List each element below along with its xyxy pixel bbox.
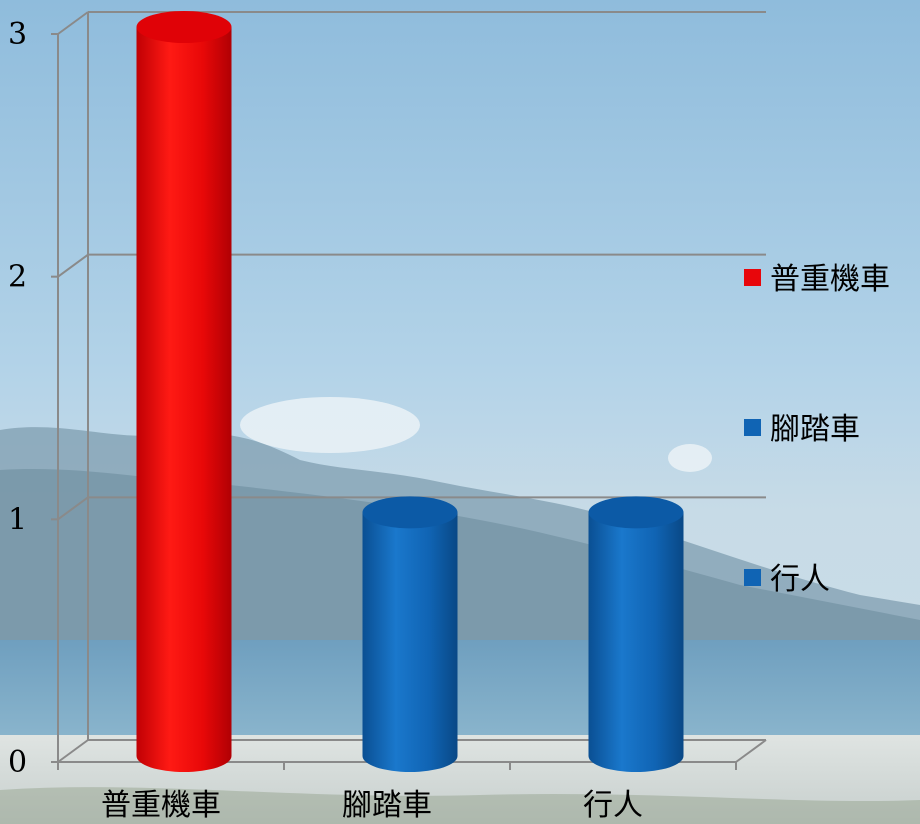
bar-top — [136, 11, 232, 43]
legend-item: 行人 — [744, 562, 830, 597]
y-tick-label: 2 — [8, 260, 27, 295]
cloud — [240, 397, 420, 453]
legend-swatch — [744, 269, 761, 286]
bar-body — [136, 27, 232, 772]
bar-body — [362, 512, 458, 772]
bar-top — [588, 496, 684, 529]
cloud — [668, 444, 712, 472]
legend-label: 腳踏車 — [770, 412, 860, 447]
y-tick-label: 0 — [8, 745, 27, 780]
bar-1 — [136, 11, 232, 772]
y-tick-label: 1 — [8, 502, 27, 537]
gridline-diagonal — [57, 739, 89, 763]
bar-body — [588, 512, 684, 772]
floor-edge — [735, 739, 767, 763]
bar-3 — [588, 496, 684, 772]
grass — [0, 787, 920, 824]
x-tick-label: 行人 — [583, 788, 643, 823]
bars-layer — [136, 11, 684, 772]
x-tick-label: 腳踏車 — [342, 788, 432, 823]
legend-swatch — [744, 419, 761, 436]
legend-label: 普重機車 — [770, 262, 890, 297]
gridline-diagonal — [57, 253, 89, 278]
bar-top — [362, 496, 458, 529]
gridline-diagonal — [57, 11, 89, 35]
x-tick-label: 普重機車 — [101, 788, 221, 823]
legend-swatch — [744, 569, 761, 586]
bar-2 — [362, 496, 458, 772]
y-tick-label: 3 — [8, 17, 27, 52]
legend-item: 普重機車 — [744, 262, 890, 297]
legend-label: 行人 — [770, 562, 830, 597]
legend-item: 腳踏車 — [744, 412, 860, 447]
gridline-diagonal — [57, 496, 89, 521]
